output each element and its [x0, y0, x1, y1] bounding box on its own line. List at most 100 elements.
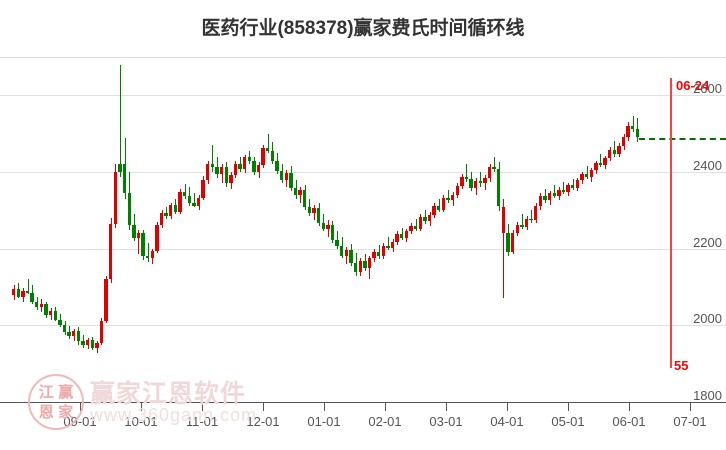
page-title: 医药行业(858378)赢家费氏时间循环线 — [201, 18, 525, 39]
candle-body — [626, 126, 630, 137]
candle-body — [390, 241, 395, 248]
candle-body — [30, 292, 34, 302]
candle-body — [409, 225, 413, 232]
candle-body — [631, 126, 635, 130]
candle-body — [215, 167, 219, 174]
y-axis-tick-label: 1800 — [693, 388, 722, 403]
x-axis-tick — [507, 403, 508, 411]
x-axis-line — [0, 402, 726, 403]
candle-body — [109, 223, 113, 280]
candle-body — [372, 251, 376, 259]
candle-body — [321, 222, 325, 229]
candle-wick — [147, 242, 149, 263]
candle-body — [95, 342, 99, 349]
candle-body — [497, 168, 501, 207]
candle-body — [538, 195, 543, 206]
candle-body — [72, 331, 76, 337]
candle-body — [423, 217, 427, 222]
candle-body — [90, 339, 94, 349]
candle-body — [450, 195, 455, 201]
candle-body — [464, 177, 469, 179]
candle-body — [413, 225, 418, 229]
x-axis-tick-label: 05-01 — [551, 414, 585, 429]
candle-body — [621, 136, 626, 146]
candle-body — [589, 170, 593, 177]
candle-body — [418, 217, 422, 229]
candle-body — [233, 163, 238, 176]
candle-body — [607, 149, 612, 159]
candle-body — [501, 206, 506, 234]
candle-body — [284, 172, 288, 180]
x-axis-tick-label: 06-01 — [612, 414, 646, 429]
candle-body — [21, 290, 25, 297]
candle-body — [238, 163, 242, 169]
candle-body — [35, 301, 39, 307]
candle-body — [169, 204, 173, 217]
x-axis-tick — [446, 403, 447, 411]
candle-body — [53, 310, 57, 320]
cycle-line-count-label: 55 — [674, 358, 689, 373]
candle-body — [118, 164, 122, 172]
candle-body — [261, 148, 265, 166]
candle-body — [427, 214, 432, 222]
candle-wick — [401, 227, 403, 241]
y-axis-tick-label: 2600 — [693, 81, 722, 97]
x-axis-tick — [141, 403, 142, 411]
y-axis-tick-label: 2000 — [693, 311, 722, 327]
candle-body — [127, 193, 131, 225]
candle-body — [293, 188, 298, 195]
x-axis-tick-label: 02-01 — [368, 414, 402, 429]
candle-wick — [503, 198, 505, 299]
x-axis-tick-label: 10-01 — [124, 414, 158, 429]
candle-body — [76, 331, 81, 342]
candle-body — [598, 162, 603, 166]
candle-body — [122, 164, 127, 194]
price-level-dashed-line — [639, 137, 726, 140]
candle-body — [474, 181, 478, 189]
x-axis-tick — [202, 403, 203, 411]
candle-body — [376, 251, 381, 257]
candle-body — [543, 195, 547, 201]
candle-body — [446, 198, 450, 201]
candle-body — [44, 304, 48, 315]
candle-body — [483, 178, 487, 184]
x-axis-tick-label: 09-01 — [63, 414, 97, 429]
candle-body — [81, 341, 85, 346]
y-axis-tick-label: 2400 — [693, 158, 722, 173]
gridline — [0, 95, 726, 97]
candlestick-plot-area — [0, 57, 726, 402]
x-axis-tick-label: 07-01 — [673, 414, 707, 429]
x-axis-tick-label: 12-01 — [246, 414, 280, 429]
candle-wick — [494, 156, 496, 172]
candle-body — [340, 245, 344, 256]
candle-body — [367, 258, 372, 268]
candle-body — [580, 174, 584, 181]
candle-wick — [267, 133, 269, 153]
candle-wick — [83, 334, 84, 348]
candle-body — [252, 161, 256, 172]
candle-body — [16, 288, 20, 297]
fibonacci-cycle-vertical-line[interactable] — [670, 78, 672, 368]
candle-body — [437, 205, 441, 210]
candle-body — [529, 218, 533, 221]
candle-body — [219, 167, 224, 174]
x-axis-tick-label: 11-01 — [185, 414, 219, 429]
candle-body — [487, 167, 492, 179]
candle-body — [307, 207, 312, 214]
candle-body — [515, 224, 519, 233]
candle-body — [524, 218, 529, 228]
candle-body — [275, 161, 279, 172]
candle-body — [575, 180, 580, 189]
x-axis-tick — [690, 403, 691, 411]
candle-wick — [119, 64, 121, 177]
candle-body — [566, 185, 570, 192]
candle-body — [344, 250, 349, 256]
candle-body — [256, 165, 261, 172]
candle-body — [594, 162, 598, 171]
candle-body — [99, 320, 104, 343]
candle-wick — [337, 231, 339, 249]
x-axis-tick — [324, 403, 325, 411]
candle-body — [584, 174, 589, 177]
candle-wick — [27, 279, 29, 294]
